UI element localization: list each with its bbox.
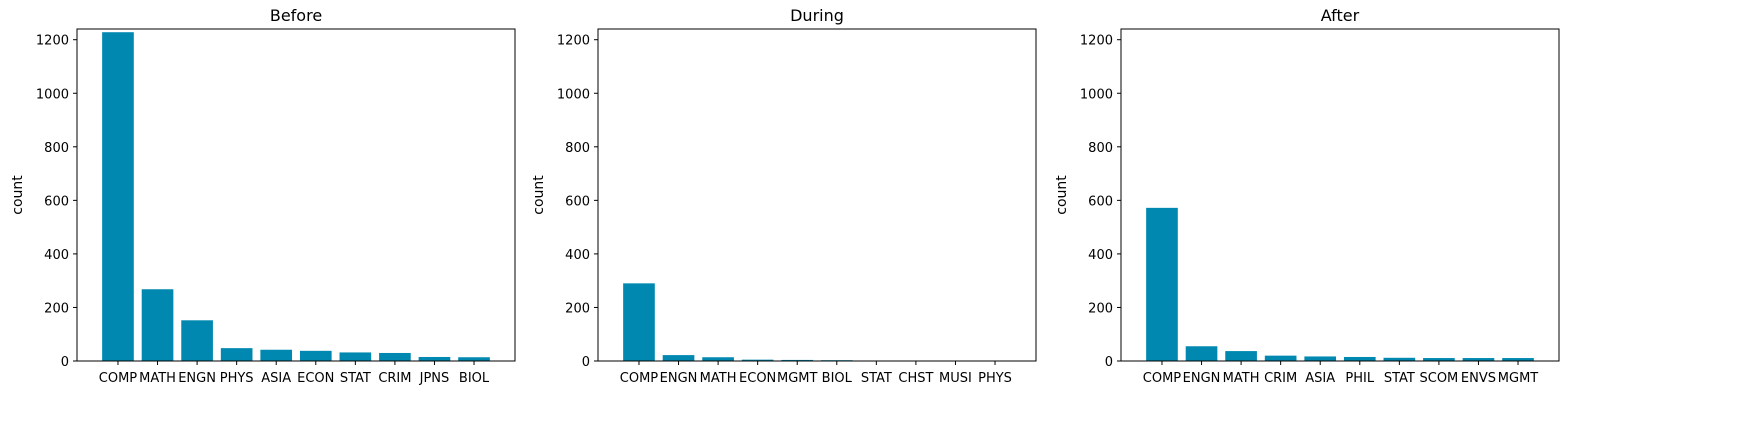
x-tick-label: ASIA [261, 371, 291, 386]
y-tick-label: 1000 [36, 87, 69, 102]
chart-panel-before: COMP MATH ENGN PHYS ASIA ECON STAT CRIM JPNS BIOL… [10, 6, 516, 386]
y-tick-label: 400 [565, 248, 590, 263]
x-tick-label: CRIM [378, 371, 411, 386]
chart-title: Before [270, 6, 322, 25]
bar-jpns [418, 356, 451, 361]
y-tick-label: 0 [61, 355, 69, 370]
bar-mgmt [1502, 358, 1534, 361]
y-tick-label: 400 [44, 248, 69, 263]
y-tick-label: 200 [1088, 301, 1113, 316]
bar-mgmt [781, 359, 814, 361]
y-axis-label: count [10, 175, 26, 215]
y-axis-label: count [531, 175, 547, 215]
y-tick-label: 600 [1088, 194, 1113, 209]
x-tick-label: MGMT [1498, 371, 1539, 386]
x-tick-label: ECON [297, 371, 334, 386]
y-axis-label: count [1054, 175, 1070, 215]
x-tick-label: MATH [139, 371, 176, 386]
x-tick-label: ENGN [178, 371, 216, 386]
bar-phys [220, 348, 253, 361]
bar-envs [1462, 358, 1495, 361]
bar-math [1225, 351, 1257, 361]
y-tick-label: 600 [565, 194, 590, 209]
axes-frame [597, 28, 1037, 362]
x-tick-label: PHIL [1345, 371, 1374, 386]
y-tick-label: 200 [44, 301, 69, 316]
y-tick-label: 800 [565, 141, 590, 156]
y-tick-label: 1000 [1080, 87, 1113, 102]
x-tick-label: BIOL [822, 371, 853, 386]
bar-crim [1264, 355, 1297, 361]
bar-math [141, 289, 174, 361]
chart-panel-after: COMP ENGN MATH CRIM ASIA PHIL STAT SCOM ENVS MGMT… [1054, 6, 1560, 386]
x-tick-label: ENGN [660, 371, 698, 386]
y-tick-label: 200 [565, 301, 590, 316]
bar-comp [102, 32, 134, 362]
bar-econ [299, 350, 332, 361]
x-tick-label: CRIM [1264, 371, 1297, 386]
y-tick-label: 1000 [557, 87, 590, 102]
y-tick-label: 600 [44, 194, 69, 209]
bar-engn [1185, 346, 1218, 361]
bar-math [702, 357, 734, 361]
x-tick-label: ENGN [1183, 371, 1221, 386]
bar-asia [1304, 356, 1337, 361]
y-tick-label: 1200 [557, 34, 590, 49]
bar-stat [1383, 357, 1416, 361]
x-tick-label: CHST [898, 371, 933, 386]
bar-comp [1146, 207, 1178, 361]
x-tick-label: STAT [340, 371, 371, 386]
x-tick-label: STAT [1384, 371, 1415, 386]
x-tick-label: JPNS [419, 371, 450, 386]
y-tick-label: 800 [44, 141, 69, 156]
x-tick-label: BIOL [459, 371, 490, 386]
chart-panel-during: COMP ENGN MATH ECON MGMT BIOL STAT CHST MUSI PHYS… [531, 6, 1037, 386]
x-tick-label: MGMT [777, 371, 818, 386]
bar-biol [458, 357, 490, 361]
bar-comp [623, 283, 655, 361]
x-tick-label: COMP [99, 371, 138, 386]
x-tick-label: MUSI [939, 371, 972, 386]
x-tick-label: MATH [1223, 371, 1260, 386]
bar-scom [1423, 358, 1455, 361]
x-tick-label: COMP [620, 371, 659, 386]
x-tick-label: COMP [1143, 371, 1182, 386]
y-tick-label: 0 [1105, 355, 1113, 370]
y-tick-label: 1200 [36, 34, 69, 49]
bar-engn [662, 355, 695, 361]
x-tick-label: STAT [861, 371, 892, 386]
chart-title: During [790, 6, 844, 25]
y-tick-label: 400 [1088, 248, 1113, 263]
axes-frame [76, 28, 516, 362]
x-tick-label: MATH [700, 371, 737, 386]
x-tick-label: PHYS [978, 371, 1012, 386]
bar-engn [181, 320, 213, 361]
x-tick-label: ASIA [1305, 371, 1335, 386]
axes-frame [1120, 28, 1560, 362]
x-tick-label: SCOM [1420, 371, 1459, 386]
x-tick-label: PHYS [220, 371, 254, 386]
y-tick-label: 1200 [1080, 34, 1113, 49]
bar-asia [260, 349, 293, 361]
bar-crim [379, 352, 411, 361]
y-tick-label: 0 [582, 355, 590, 370]
x-tick-label: ECON [739, 371, 776, 386]
bar-phil [1343, 356, 1376, 361]
bar-econ [741, 359, 774, 361]
y-tick-label: 800 [1088, 141, 1113, 156]
x-tick-label: ENVS [1461, 371, 1496, 386]
bar-stat [339, 352, 372, 361]
chart-title: After [1321, 6, 1360, 25]
